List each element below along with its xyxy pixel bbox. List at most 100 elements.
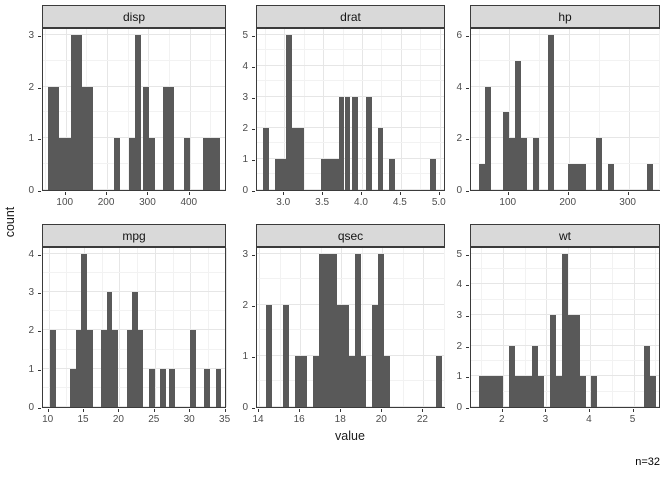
y-tick-mark xyxy=(466,87,469,89)
histogram-bar xyxy=(87,86,94,190)
histogram-bar xyxy=(168,368,175,407)
histogram-bar xyxy=(514,376,521,407)
facet-panel-qsec xyxy=(256,247,445,408)
grid-major-v xyxy=(48,248,50,407)
histogram-bar xyxy=(595,138,602,190)
histogram-bar xyxy=(479,376,486,407)
facet-strip-mpg: mpg xyxy=(42,224,226,247)
y-tick-label: 5 xyxy=(456,248,462,260)
sample-size-annotation: n=32 xyxy=(635,456,660,468)
grid-minor-v xyxy=(481,248,483,407)
histogram-bar xyxy=(580,164,587,190)
histogram-bar xyxy=(491,376,498,407)
x-tick-label: 30 xyxy=(183,414,195,425)
histogram-bar xyxy=(330,253,337,407)
x-tick-mark xyxy=(147,192,149,195)
x-tick-label: 22 xyxy=(416,414,428,425)
grid-major-v xyxy=(362,29,363,190)
grid-major-v xyxy=(568,29,570,190)
y-tick-mark xyxy=(466,254,469,256)
grid-major-h xyxy=(257,189,444,190)
y-tick-mark xyxy=(38,139,41,141)
histogram-bar xyxy=(169,86,175,190)
y-tick-mark xyxy=(252,66,255,68)
histogram-bar xyxy=(485,86,492,190)
y-tick-mark xyxy=(38,408,41,409)
histogram-bar xyxy=(338,96,345,190)
histogram-bar xyxy=(365,96,372,190)
grid-major-h xyxy=(471,189,659,190)
histogram-bar xyxy=(650,376,657,407)
y-tick-mark xyxy=(466,35,469,37)
histogram-bar xyxy=(435,355,442,407)
x-tick-mark xyxy=(64,192,66,195)
x-tick-mark xyxy=(422,409,424,412)
grid-major-v xyxy=(119,248,121,407)
grid-major-h xyxy=(471,85,659,87)
grid-minor-v xyxy=(658,29,660,190)
y-tick-label: 3 xyxy=(456,310,462,321)
grid-minor-h xyxy=(257,142,444,144)
y-tick-mark xyxy=(466,346,469,348)
y-tick-mark xyxy=(38,191,41,192)
x-tick-label: 14 xyxy=(252,414,264,425)
y-tick-label: 2 xyxy=(456,340,462,352)
facet-panel-drat xyxy=(256,28,445,191)
y-tick-mark xyxy=(252,35,255,37)
histogram-bar xyxy=(497,376,503,407)
histogram-bar xyxy=(568,164,575,190)
grid-major-v xyxy=(628,29,630,190)
x-tick-mark xyxy=(627,192,629,195)
y-tick-label: 5 xyxy=(242,29,248,41)
x-tick-mark xyxy=(258,409,260,412)
histogram-bar xyxy=(607,164,614,190)
histogram-bar xyxy=(297,127,304,190)
grid-minor-v xyxy=(655,248,657,407)
y-tick-mark xyxy=(38,331,41,333)
grid-minor-h xyxy=(43,271,225,273)
grid-major-h xyxy=(43,33,225,35)
histogram-bar xyxy=(485,376,492,407)
grid-major-h xyxy=(43,137,225,139)
x-tick-label: 400 xyxy=(180,197,198,208)
grid-major-v xyxy=(189,29,191,190)
histogram-bar xyxy=(70,34,77,190)
facet-panel-disp xyxy=(42,28,226,191)
grid-minor-v xyxy=(538,29,540,190)
grid-minor-v xyxy=(381,29,383,190)
y-tick-label: 2 xyxy=(28,81,34,93)
grid-major-h xyxy=(257,126,444,128)
histogram-bar xyxy=(262,127,269,190)
histogram-bar xyxy=(149,138,156,190)
grid-minor-v xyxy=(420,29,422,190)
grid-major-h xyxy=(471,252,659,254)
y-tick-mark xyxy=(38,87,41,89)
grid-major-v xyxy=(154,248,156,407)
grid-minor-v xyxy=(101,248,103,407)
y-tick-label: 4 xyxy=(456,81,462,93)
histogram-bar xyxy=(321,158,327,190)
grid-major-h xyxy=(257,64,444,66)
facet-panel-wt xyxy=(470,247,660,408)
histogram-bar xyxy=(378,253,385,407)
y-tick-mark xyxy=(252,128,255,130)
grid-major-h xyxy=(43,85,225,87)
histogram-bar xyxy=(129,138,136,190)
histogram-bar xyxy=(318,253,325,407)
x-tick-label: 3.0 xyxy=(276,197,291,208)
histogram-bar xyxy=(59,138,65,190)
grid-minor-v xyxy=(303,29,305,190)
grid-major-h xyxy=(471,33,659,35)
grid-major-v xyxy=(589,248,591,407)
histogram-bar xyxy=(282,304,289,407)
x-tick-label: 3 xyxy=(542,414,549,425)
grid-major-v xyxy=(65,29,67,190)
grid-minor-v xyxy=(361,248,363,407)
histogram-bar xyxy=(280,158,287,190)
x-tick-mark xyxy=(501,409,503,412)
histogram-bar xyxy=(574,164,581,190)
histogram-bar xyxy=(479,164,486,190)
x-tick-label: 5.0 xyxy=(431,197,446,208)
grid-minor-v xyxy=(210,29,212,190)
